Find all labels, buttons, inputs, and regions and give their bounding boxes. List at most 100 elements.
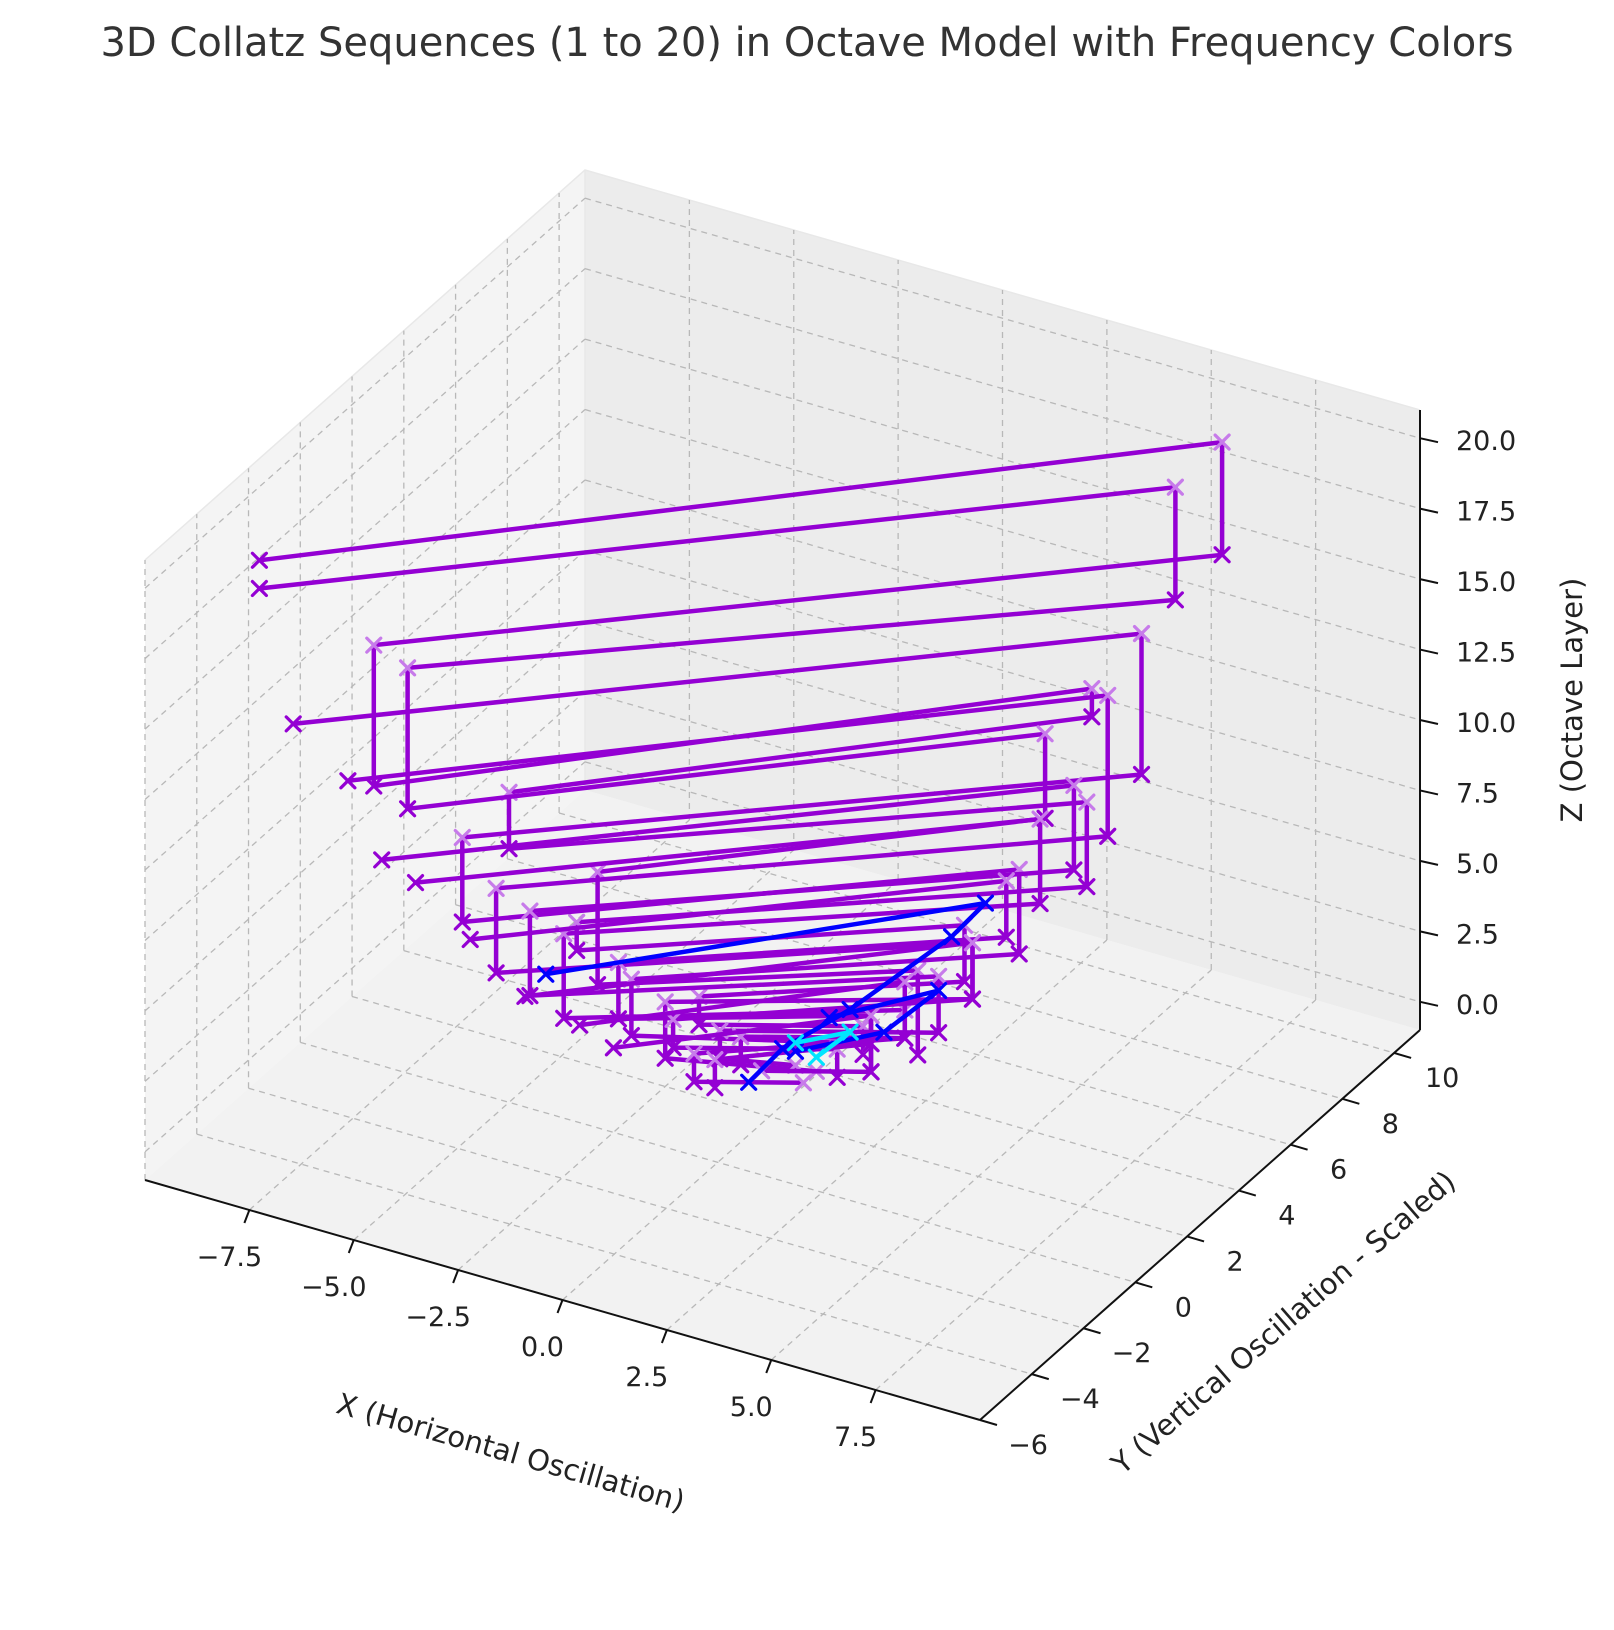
data-point-marker [955,973,974,991]
data-point-marker [1010,945,1028,963]
data-point-marker [487,964,505,982]
x-tick-label: 2.5 [625,1362,668,1393]
data-point-marker [1065,776,1083,795]
data-point-marker [841,1023,859,1041]
data-point-marker [1166,478,1184,496]
data-point-marker [453,828,471,847]
data-point-marker [1036,725,1054,743]
marker-stroke [398,800,417,818]
z-tick-mark [1419,507,1439,514]
z-gridline-side [144,268,586,660]
marker-stroke [685,1044,703,1063]
data-point-marker [820,1009,838,1027]
z-gridline-side [144,620,586,1012]
data-point-marker [732,1056,750,1074]
marker-stroke [1083,708,1101,726]
data-point-marker [828,1068,846,1086]
marker-stroke [794,1074,812,1092]
marker-stroke [862,1006,880,1025]
data-point-marker [862,1063,880,1081]
data-point-marker [896,973,914,991]
marker-stroke [875,1023,893,1041]
data-point-marker [555,1009,573,1027]
z-gridline-back [584,479,1421,721]
y-tick-label: 6 [1330,1155,1347,1186]
series-line [345,693,1110,1074]
data-point-marker [854,1045,872,1064]
marker-stroke [1031,810,1049,828]
x-tick-mark [765,1359,773,1374]
data-point-marker [930,981,948,1000]
z-gridline-back [584,408,1421,651]
z-tick-label: 2.5 [1456,919,1499,950]
x-gridline-floor [875,999,1317,1391]
marker-stroke [963,934,982,952]
data-point-marker [740,1073,758,1091]
marker-stroke [896,973,914,991]
z-tick-mark [1419,648,1439,655]
x-tick-label: −5.0 [301,1272,367,1303]
data-point-marker [875,1023,893,1041]
marker-stroke [706,1079,724,1097]
y-gridline-floor [351,995,1188,1238]
marker-stroke [930,1024,948,1042]
marker-stroke [854,1045,872,1064]
x-gridline-floor [770,969,1212,1361]
z-tick-mark [1419,437,1439,444]
marker-stroke [1010,945,1028,963]
data-point-marker [942,928,961,946]
data-point-marker [706,1079,724,1097]
marker-stroke [516,987,534,1005]
plot-area [250,433,1231,1097]
data-point-marker [604,1039,623,1057]
marker-stroke [1166,591,1184,609]
marker-stroke [1099,686,1117,705]
z-gridline-back [584,690,1421,932]
z-gridline-side [144,197,586,589]
chart-title: 3D Collatz Sequences (1 to 20) in Octave… [100,20,1513,66]
data-point-marker [1083,680,1101,698]
y-tick-mark [1342,1097,1360,1105]
x-tick-mark [347,1239,355,1254]
x-tick-label: −2.5 [405,1302,471,1333]
z-tick-label: 5.0 [1456,849,1499,880]
marker-stroke [521,902,539,920]
x-gridline-floor [353,849,795,1241]
y-tick-mark [1290,1143,1308,1151]
marker-stroke [406,873,425,892]
x-tick-label: 5.0 [730,1392,773,1423]
x-gridline-floor [666,939,1108,1331]
data-point-marker [487,879,505,897]
data-point-marker [373,851,391,869]
data-point-marker [685,1044,703,1063]
z-tick-label: 12.5 [1456,638,1516,669]
data-point-marker [1031,810,1049,828]
data-point-marker [365,636,383,654]
data-point-marker [786,1034,805,1052]
data-point-marker [976,894,994,912]
marker-stroke [930,981,948,1000]
marker-stroke [786,1034,805,1052]
y-tick-mark [1186,1235,1205,1243]
y-tick-label: −6 [1008,1430,1048,1461]
data-point-marker [365,777,383,795]
data-point-marker [1065,861,1083,879]
z-gridline-back [584,268,1421,510]
z-gridline-side [144,479,586,871]
data-point-marker [339,772,357,790]
data-point-marker [1099,686,1117,705]
marker-stroke [807,1048,825,1066]
series-line [379,783,1077,1068]
z-gridline-side [144,338,586,730]
z-tick-mark [1419,859,1439,866]
data-point-marker [1166,591,1184,609]
data-point-marker [930,1024,948,1042]
marker-stroke [622,1026,640,1045]
y-tick-label: 2 [1226,1246,1243,1277]
marker-stroke [841,1023,859,1041]
marker-stroke [1166,478,1184,496]
marker-stroke [1078,793,1096,811]
marker-stroke [1132,624,1151,643]
marker-stroke [604,1039,623,1057]
data-point-marker [250,579,268,598]
